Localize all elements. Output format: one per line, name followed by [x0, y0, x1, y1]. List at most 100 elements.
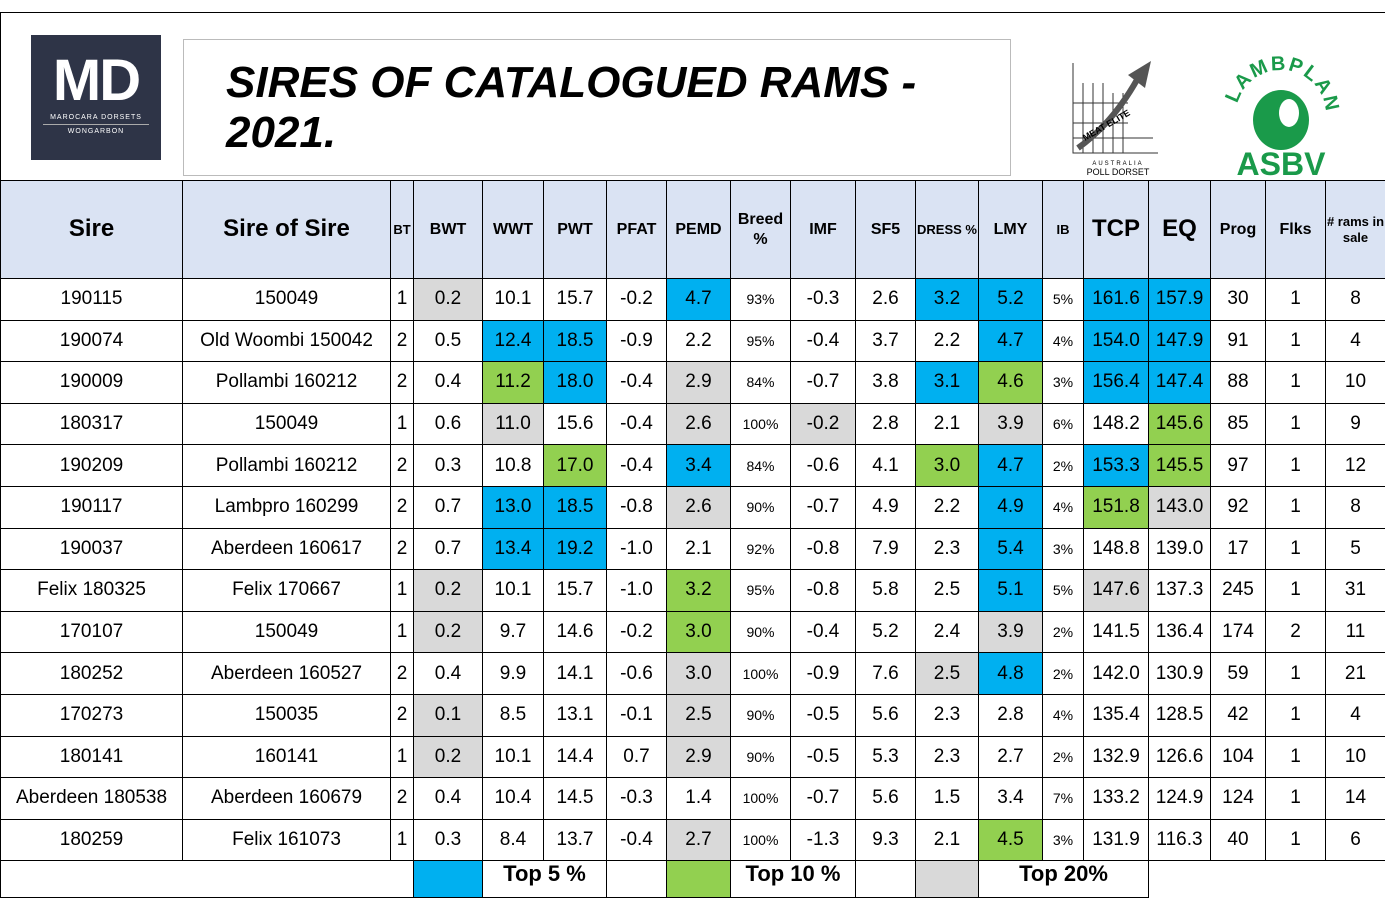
- cell: -0.9: [607, 320, 667, 362]
- logo-text: WONGARBON: [31, 128, 161, 135]
- cell: 5.2: [979, 279, 1043, 321]
- cell: 190009: [1, 362, 183, 404]
- cell: 139.0: [1149, 528, 1211, 570]
- column-header: PEMD: [667, 181, 731, 279]
- cell: 5.8: [856, 570, 916, 612]
- cell: 2.4: [916, 611, 979, 653]
- cell: 151.8: [1084, 486, 1149, 528]
- column-header: SF5: [856, 181, 916, 279]
- cell: 1: [1266, 403, 1326, 445]
- cell: 92: [1211, 486, 1266, 528]
- cell: 10: [1326, 362, 1385, 404]
- cell: -0.4: [607, 445, 667, 487]
- cell: 2.5: [667, 694, 731, 736]
- cell: 4.7: [979, 320, 1043, 362]
- cell: 4%: [1043, 486, 1084, 528]
- cell: 100%: [731, 778, 791, 820]
- blank: [1, 861, 414, 898]
- header: MD MAROCARA DORSETS WONGARBON SIRES OF C…: [0, 12, 1385, 180]
- md-logo: MD MAROCARA DORSETS WONGARBON: [31, 35, 161, 160]
- cell: -1.0: [607, 528, 667, 570]
- cell: 14.1: [544, 653, 607, 695]
- cell: -0.8: [607, 486, 667, 528]
- cell: 1: [1266, 819, 1326, 861]
- cell: 133.2: [1084, 778, 1149, 820]
- cell: 8: [1326, 279, 1385, 321]
- logo-text: POLL DORSET: [1087, 167, 1150, 177]
- cell: 0.4: [414, 362, 483, 404]
- cell: 100%: [731, 819, 791, 861]
- cell: 42: [1211, 694, 1266, 736]
- cell: 30: [1211, 279, 1266, 321]
- cell: 18.5: [544, 486, 607, 528]
- cell: 142.0: [1084, 653, 1149, 695]
- cell: 92%: [731, 528, 791, 570]
- cell: 148.2: [1084, 403, 1149, 445]
- cell: Aberdeen 160679: [183, 778, 391, 820]
- cell: 2: [391, 445, 414, 487]
- cell: 6: [1326, 819, 1385, 861]
- cell: 1: [391, 736, 414, 778]
- cell: 4: [1326, 694, 1385, 736]
- cell: 97: [1211, 445, 1266, 487]
- cell: 148.8: [1084, 528, 1149, 570]
- cell: 4.1: [856, 445, 916, 487]
- column-header: WWT: [483, 181, 544, 279]
- cell: 93%: [731, 279, 791, 321]
- cell: 21: [1326, 653, 1385, 695]
- cell: Pollambi 160212: [183, 362, 391, 404]
- cell: 5%: [1043, 279, 1084, 321]
- cell: 3.0: [916, 445, 979, 487]
- legend-swatch: [414, 861, 483, 898]
- cell: 15.6: [544, 403, 607, 445]
- cell: 2.7: [979, 736, 1043, 778]
- cell: 14.5: [544, 778, 607, 820]
- cell: 1: [1266, 279, 1326, 321]
- cell: 9: [1326, 403, 1385, 445]
- cell: -0.4: [607, 362, 667, 404]
- cell: 4.7: [667, 279, 731, 321]
- cell: 1: [1266, 778, 1326, 820]
- cell: 2%: [1043, 611, 1084, 653]
- cell: 7.9: [856, 528, 916, 570]
- cell: 161.6: [1084, 279, 1149, 321]
- logo-mark: MD: [31, 47, 161, 114]
- cell: -1.0: [607, 570, 667, 612]
- cell: 10.1: [483, 279, 544, 321]
- cell: -0.1: [607, 694, 667, 736]
- cell: 0.3: [414, 819, 483, 861]
- column-header: Breed %: [731, 181, 791, 279]
- cell: 0.4: [414, 778, 483, 820]
- cell: 85: [1211, 403, 1266, 445]
- cell: 0.7: [414, 528, 483, 570]
- cell: 5.6: [856, 694, 916, 736]
- cell: 180259: [1, 819, 183, 861]
- cell: 2: [391, 528, 414, 570]
- cell: Lambpro 160299: [183, 486, 391, 528]
- cell: 2.6: [856, 279, 916, 321]
- cell: 19.2: [544, 528, 607, 570]
- cell: -0.4: [791, 320, 856, 362]
- cell: 190117: [1, 486, 183, 528]
- cell: 5.3: [856, 736, 916, 778]
- cell: -0.8: [791, 528, 856, 570]
- cell: 1: [1266, 528, 1326, 570]
- cell: 180317: [1, 403, 183, 445]
- cell: 10.1: [483, 570, 544, 612]
- cell: Felix 161073: [183, 819, 391, 861]
- title: SIRES OF CATALOGUED RAMS - 2021.: [226, 58, 1010, 158]
- cell: 84%: [731, 362, 791, 404]
- cell: 1: [1266, 320, 1326, 362]
- cell: -0.7: [791, 362, 856, 404]
- cell: 0.7: [414, 486, 483, 528]
- cell: 13.1: [544, 694, 607, 736]
- cell: 1: [1266, 362, 1326, 404]
- legend-swatch: [916, 861, 979, 898]
- cell: 0.2: [414, 279, 483, 321]
- cell: 5.6: [856, 778, 916, 820]
